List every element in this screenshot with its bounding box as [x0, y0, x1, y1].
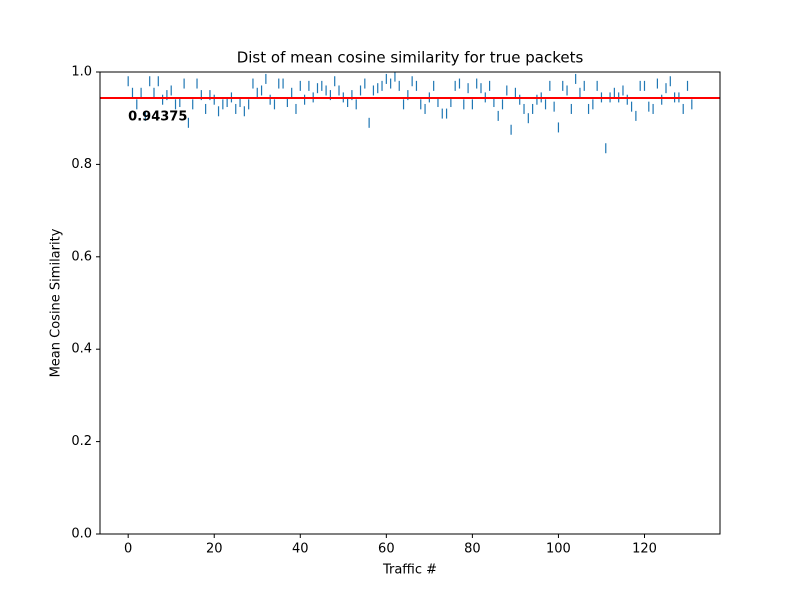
y-tick-label: 1.0 — [71, 65, 92, 80]
y-tick-label: 0.2 — [71, 434, 92, 449]
y-tick-label: 0.8 — [71, 157, 92, 172]
x-tick-label: 0 — [124, 542, 132, 557]
x-tick-label: 60 — [378, 542, 395, 557]
mean-annotation: 0.94375 — [128, 109, 187, 124]
x-tick-label: 80 — [464, 542, 481, 557]
x-axis-label: Traffic # — [382, 563, 437, 578]
x-tick-label: 100 — [546, 542, 571, 557]
y-axis-label: Mean Cosine Similarity — [49, 228, 64, 377]
x-tick-label: 40 — [292, 542, 309, 557]
y-tick-label: 0.4 — [71, 342, 92, 357]
x-tick-label: 120 — [632, 542, 657, 557]
y-tick-label: 0.0 — [71, 527, 92, 542]
plot-frame — [99, 71, 721, 535]
x-tick-label: 20 — [206, 542, 223, 557]
chart-title: Dist of mean cosine similarity for true … — [237, 49, 584, 67]
y-tick-label: 0.6 — [71, 249, 92, 264]
